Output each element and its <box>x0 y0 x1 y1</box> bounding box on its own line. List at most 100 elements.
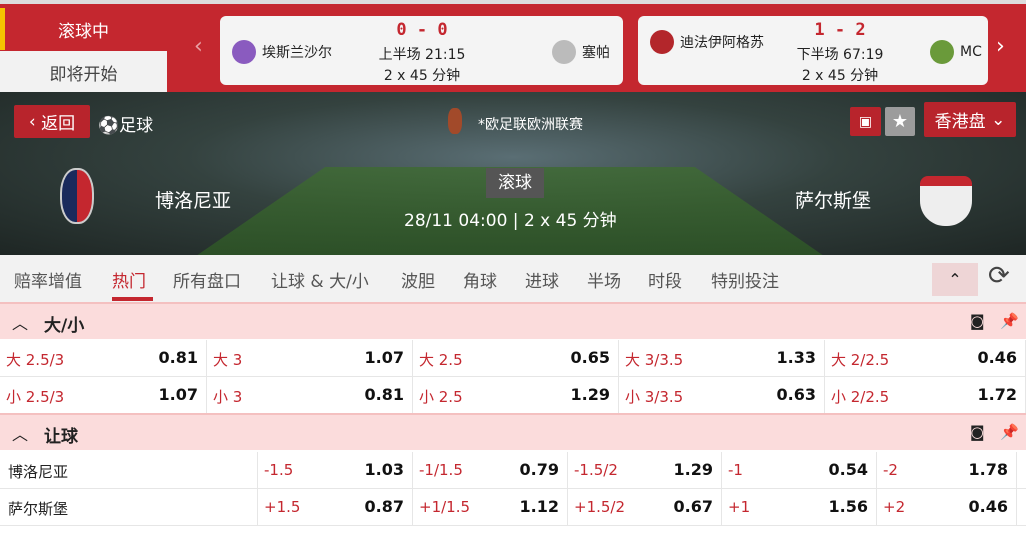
odds-cell[interactable]: 小 2.5/3 1.07 <box>0 377 207 413</box>
tab-period[interactable]: 时段 <box>648 272 682 292</box>
odds-line: 大 3 <box>213 351 243 369</box>
odds-cell[interactable]: -1/1.5 0.79 <box>413 452 568 488</box>
team-logo-icon <box>232 40 256 64</box>
match-time: 上半场 21:15 <box>378 47 466 63</box>
odds-value: 1.33 <box>776 348 816 367</box>
odds-value: 0.46 <box>977 348 1017 367</box>
odds-cell[interactable]: 大 2.5 0.65 <box>413 340 619 376</box>
collapse-all-icon[interactable]: ⌃ <box>932 263 978 296</box>
tab-correct-score[interactable]: 波胆 <box>401 272 435 292</box>
tab-specials[interactable]: 特别投注 <box>711 272 779 292</box>
odds-cell[interactable]: 小 2.5 1.29 <box>413 377 619 413</box>
match-card[interactable]: 埃斯兰沙尔 0 - 0 上半场 21:15 2 x 45 分钟 塞帕 <box>220 16 623 85</box>
odds-line: +1.5 <box>264 498 301 516</box>
tab-odds-boost[interactable]: 赔率增值 <box>14 272 82 292</box>
stats-icon[interactable]: ◙ <box>970 312 985 330</box>
live-matches-bar: 滚球中 即将开始 ‹ 埃斯兰沙尔 0 - 0 上半场 21:15 2 x 45 … <box>0 0 1026 94</box>
league-logo-icon <box>448 108 462 134</box>
odds-cell[interactable]: -2 1.78 <box>877 452 1017 488</box>
team-name: 萨尔斯堡 <box>8 500 69 518</box>
odds-cell[interactable]: -1.5 1.03 <box>258 452 413 488</box>
odds-line: +1.5/2 <box>574 498 626 516</box>
tab-goals[interactable]: 进球 <box>525 272 559 292</box>
back-button[interactable]: ‹ 返回 <box>14 105 90 138</box>
section-title: 大/小 <box>44 316 85 336</box>
odds-value: 0.81 <box>158 348 198 367</box>
odds-line: +1/1.5 <box>419 498 471 516</box>
away-team-logo-icon <box>920 176 972 226</box>
odds-cell[interactable]: 大 3/3.5 1.33 <box>619 340 825 376</box>
refresh-icon[interactable]: ⟳ <box>988 261 1010 291</box>
chevron-up-icon[interactable]: ︿ <box>12 425 29 444</box>
away-team: MC <box>960 44 982 60</box>
odds-line: 大 2.5/3 <box>6 351 65 369</box>
odds-value: 1.03 <box>364 460 404 479</box>
pin-icon[interactable]: 📌 <box>1000 423 1019 441</box>
odds-line: 小 3 <box>213 388 243 406</box>
odds-cell[interactable]: 大 3 1.07 <box>207 340 413 376</box>
team-cell: 博洛尼亚 <box>0 452 258 488</box>
odds-cell[interactable]: +2 0.46 <box>877 489 1017 525</box>
odds-value: 0.81 <box>364 385 404 404</box>
odds-type-select[interactable]: 香港盘 ⌄ <box>924 102 1016 137</box>
team-logo-icon <box>552 40 576 64</box>
odds-cell[interactable]: 小 3/3.5 0.63 <box>619 377 825 413</box>
odds-cell[interactable]: 大 2/2.5 0.46 <box>825 340 1026 376</box>
match-datetime: 28/11 04:00 | 2 x 45 分钟 <box>404 211 617 231</box>
odds-value: 0.67 <box>673 497 713 516</box>
team-logo-icon <box>930 40 954 64</box>
odds-value: 1.29 <box>673 460 713 479</box>
away-team-name: 萨尔斯堡 <box>795 190 872 212</box>
table-row: 大 2.5/3 0.81 大 3 1.07 大 2.5 0.65 大 3/3.5 1.33 大 … <box>0 340 1026 377</box>
team-logo-icon <box>650 30 674 54</box>
chevron-up-icon[interactable]: ︿ <box>12 314 29 333</box>
odds-line: -1/1.5 <box>419 461 463 479</box>
section-handicap[interactable]: ︿ 让球 ◙ 📌 <box>0 413 1026 450</box>
away-team: 塞帕 <box>582 45 610 61</box>
pin-icon[interactable]: 📌 <box>1000 312 1019 330</box>
odds-line: 小 2.5 <box>419 388 463 406</box>
odds-line: 大 3/3.5 <box>625 351 684 369</box>
league-name: *欧足联欧洲联赛 <box>478 117 583 133</box>
home-team: 埃斯兰沙尔 <box>262 45 332 61</box>
prev-arrow-icon[interactable]: ‹ <box>194 34 203 59</box>
odds-cell[interactable]: 大 2.5/3 0.81 <box>0 340 207 376</box>
odds-cell[interactable]: +1/1.5 1.12 <box>413 489 568 525</box>
team-name: 博洛尼亚 <box>8 463 69 481</box>
active-tab-underline <box>112 297 153 301</box>
odds-cell[interactable]: +1.5 0.87 <box>258 489 413 525</box>
section-over-under[interactable]: ︿ 大/小 ◙ 📌 <box>0 302 1026 339</box>
stats-icon[interactable]: ◙ <box>970 423 985 441</box>
odds-line: 大 2.5 <box>419 351 463 369</box>
odds-cell[interactable]: +1 1.56 <box>722 489 877 525</box>
next-arrow-icon[interactable]: › <box>996 34 1005 59</box>
tab-all-markets[interactable]: 所有盘口 <box>173 272 241 292</box>
odds-value: 1.78 <box>968 460 1008 479</box>
section-title: 让球 <box>44 427 78 447</box>
sport-link[interactable]: ⚽足球 <box>98 116 154 136</box>
live-status: 滚球 <box>486 168 544 198</box>
pitch-view-icon[interactable]: ▣ <box>850 107 881 136</box>
odds-line: 小 2.5/3 <box>6 388 65 406</box>
odds-line: +1 <box>728 498 751 516</box>
odds-line: 小 3/3.5 <box>625 388 684 406</box>
active-indicator <box>0 8 5 50</box>
tab-upcoming[interactable]: 即将开始 <box>0 51 167 94</box>
odds-value: 1.12 <box>519 497 559 516</box>
tab-handicap-ou[interactable]: 让球 & 大/小 <box>271 272 369 292</box>
match-duration: 2 x 45 分钟 <box>383 68 461 84</box>
tab-corners[interactable]: 角球 <box>463 272 497 292</box>
table-row: 博洛尼亚 -1.5 1.03 -1/1.5 0.79 -1.5/2 1.29 -1 0.54 -2… <box>0 452 1026 489</box>
odds-cell[interactable]: 小 3 0.81 <box>207 377 413 413</box>
odds-cell[interactable]: -1.5/2 1.29 <box>568 452 722 488</box>
odds-cell[interactable]: 小 2/2.5 1.72 <box>825 377 1026 413</box>
favorite-star-icon[interactable]: ★ <box>885 107 915 136</box>
odds-cell[interactable]: +1.5/2 0.67 <box>568 489 722 525</box>
odds-value: 0.54 <box>828 460 868 479</box>
tab-popular[interactable]: 热门 <box>112 272 146 292</box>
odds-line: 大 2/2.5 <box>831 351 890 369</box>
tab-half[interactable]: 半场 <box>587 272 621 292</box>
match-card[interactable]: 迪法伊阿格苏 1 - 2 下半场 67:19 2 x 45 分钟 MC <box>638 16 988 85</box>
odds-cell[interactable]: -1 0.54 <box>722 452 877 488</box>
tab-live[interactable]: 滚球中 <box>58 21 109 42</box>
